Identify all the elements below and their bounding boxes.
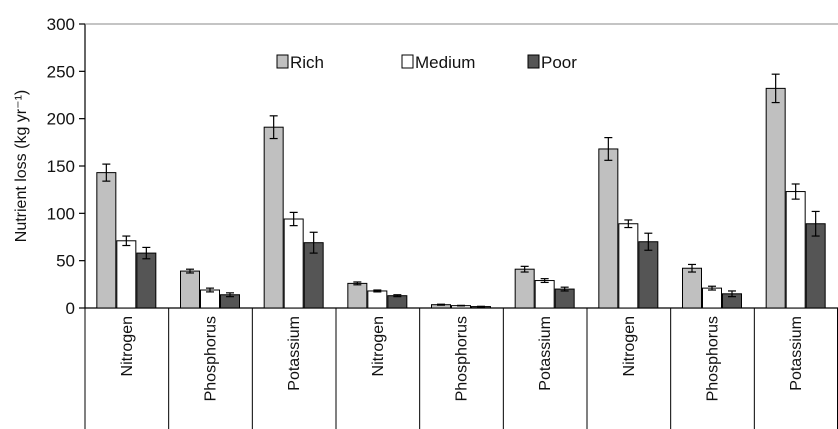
legend-swatch-poor [527,54,540,69]
y-axis: 0 50 100 150 200 250 300 Nutrient loss (kg yr⁻… [13,15,838,318]
bar-poor [387,295,408,309]
y-tick-label: 250 [47,62,75,81]
bars [96,73,826,309]
category-label: Potassium [537,316,554,391]
legend: Rich Medium Poor [276,53,577,72]
legend-label-rich: Rich [290,53,324,72]
bar-medium [702,287,722,309]
category-label: Potassium [788,316,805,391]
bar-rich [514,268,535,309]
y-axis-title: Nutrient loss (kg yr⁻¹) [13,90,30,242]
category-label: Nitrogen [119,316,136,376]
legend-label-medium: Medium [415,53,475,72]
category-label: Phosphorus [454,316,471,401]
y-tick-label: 100 [47,204,75,223]
bar-medium [618,223,639,309]
bar-medium [200,289,220,309]
legend-swatch-rich [276,54,289,69]
bar-rich [347,282,368,309]
y-tick-label: 300 [47,15,75,34]
bar-poor [638,241,659,309]
bar-medium [785,191,806,309]
bar-medium [367,290,388,309]
legend-swatch-medium [401,54,414,69]
legend-label-poor: Poor [541,53,577,72]
y-tick-label: 150 [47,157,75,176]
bar-rich [598,148,619,309]
y-tick-label: 200 [47,110,75,129]
bar-rich [96,172,117,309]
y-tick-label: 50 [56,252,75,271]
bar-poor [554,288,575,309]
category-labels: Nitrogen Phosphorus Potassium Nitrogen Phosp… [119,316,805,401]
y-tick-label: 0 [66,299,75,318]
bar-rich [682,267,702,309]
category-label: Phosphorus [705,316,722,401]
category-label: Nitrogen [621,316,638,376]
bar-rich [765,87,786,309]
bar-rich [263,126,284,309]
bar-rich [180,270,200,309]
category-label: Phosphorus [203,316,220,401]
bar-poor [136,252,157,309]
bar-medium [116,240,137,309]
y-ticks: 0 50 100 150 200 250 300 [47,15,85,318]
bar-medium [283,218,304,309]
category-label: Potassium [286,316,303,391]
bar-medium [534,280,555,309]
category-label: Nitrogen [370,316,387,376]
